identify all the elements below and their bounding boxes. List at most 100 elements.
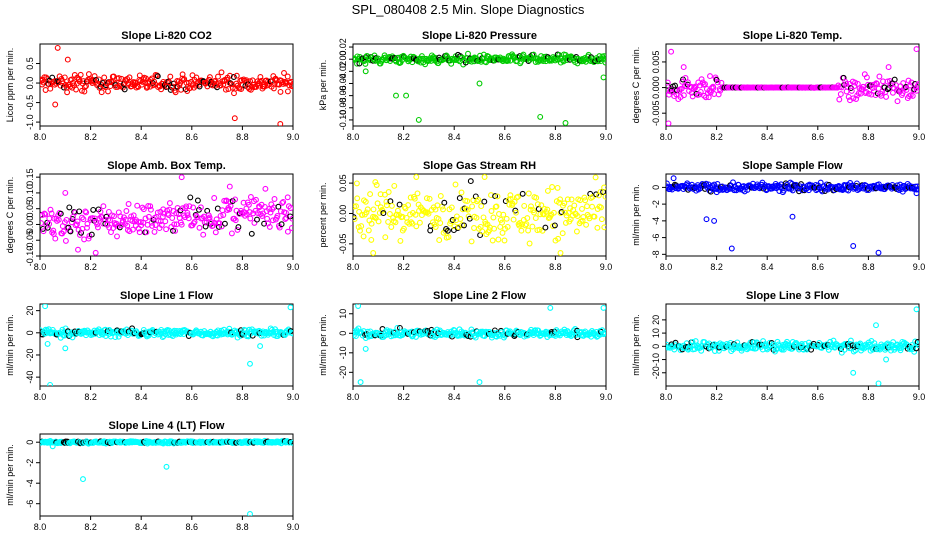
data-point [217, 212, 224, 219]
data-point [598, 204, 604, 211]
outlier-point [600, 74, 606, 81]
chart-title: Slope Amb. Box Temp. [107, 160, 226, 172]
data-point [184, 212, 191, 219]
y-tick-label: -4 [651, 217, 661, 225]
data-point [115, 75, 122, 82]
data-point [57, 210, 64, 217]
data-point [440, 206, 446, 213]
points [353, 50, 606, 126]
data-point [392, 219, 399, 226]
chart-panel-7: Slope Line 1 Flow 8.0 8.2 8.4 8.6 8.8 9.0 -40 -2… [5, 290, 299, 402]
data-point [602, 330, 606, 337]
data-point [121, 86, 128, 93]
y-tick-label: -8 [651, 250, 661, 258]
data-point [414, 190, 421, 197]
data-point [539, 227, 546, 234]
data-point [400, 225, 407, 232]
outlier-point [54, 44, 61, 51]
data-point [143, 229, 150, 236]
data-point [388, 224, 395, 230]
data-point [707, 73, 713, 80]
y-tick-label: -0.02 [338, 61, 348, 82]
x-tick-label: 8.0 [660, 262, 673, 272]
data-point [130, 212, 137, 219]
data-point [362, 60, 369, 67]
data-point [68, 76, 75, 83]
x-tick-label: 8.4 [135, 522, 148, 532]
outlier-point [913, 46, 919, 53]
plot-frame [352, 303, 607, 387]
outlier-point [62, 345, 69, 352]
y-tick-label: 0.00 [338, 50, 348, 68]
data-point [63, 216, 70, 223]
data-point [284, 88, 291, 95]
data-point [145, 332, 152, 339]
outlier-point [537, 113, 544, 120]
data-point [591, 213, 598, 220]
data-point [411, 195, 418, 202]
data-point [507, 192, 514, 199]
data-point [524, 215, 531, 222]
outlier-point [728, 245, 735, 252]
data-point [873, 80, 880, 87]
data-point [519, 190, 526, 197]
data-point [412, 211, 419, 218]
data-point [394, 324, 401, 331]
outlier-point [562, 120, 569, 126]
chart-title: Slope Gas Stream RH [423, 160, 536, 172]
data-point [408, 219, 415, 226]
data-point [136, 72, 143, 79]
data-point [913, 87, 919, 94]
data-point [847, 337, 854, 344]
data-point [579, 217, 586, 224]
data-point [903, 86, 910, 93]
data-point [558, 209, 565, 215]
data-point [191, 218, 198, 225]
chart-title: Slope Li-820 CO2 [121, 30, 211, 42]
data-point [581, 194, 588, 201]
data-point [118, 75, 125, 82]
data-point [554, 184, 561, 191]
data-point [848, 87, 855, 94]
data-point [595, 192, 602, 199]
data-point [382, 234, 389, 241]
outlier-point [362, 345, 369, 352]
data-point [186, 203, 193, 210]
chart-panel-4: Slope Amb. Box Temp. 8.0 8.2 8.4 8.6 8.8 9.0 -0… [5, 160, 299, 272]
y-tick-label: 10 [651, 328, 661, 338]
data-point [194, 197, 201, 204]
data-point [211, 195, 218, 201]
x-tick-label: 8.0 [34, 522, 47, 532]
x-tick-label: 8.8 [236, 132, 249, 142]
data-point [367, 191, 374, 198]
x-tick-label: 8.8 [549, 132, 562, 142]
data-point [109, 79, 115, 86]
y-tick-label: 0.02 [338, 38, 348, 56]
x-tick-label: 8.6 [499, 392, 512, 402]
data-point [444, 227, 451, 234]
data-point [134, 202, 141, 209]
data-point [66, 204, 73, 211]
data-point [551, 222, 558, 229]
data-point [698, 76, 705, 83]
x-tick-label: 8.4 [761, 132, 774, 142]
data-point [452, 181, 459, 188]
outlier-point [42, 304, 49, 310]
data-point [289, 215, 293, 222]
data-point [353, 203, 359, 210]
data-point [232, 217, 239, 224]
y-tick-label: 0 [25, 440, 35, 445]
data-point [73, 221, 80, 228]
data-point [432, 224, 439, 230]
y-tick-label: -0.08 [338, 98, 348, 119]
data-point [531, 209, 537, 216]
y-tick-label: 10 [338, 309, 348, 319]
data-point [172, 227, 179, 234]
y-tick-label: -6 [651, 234, 661, 242]
page-title: SPL_080408 2.5 Min. Slope Diagnostics [351, 2, 585, 17]
outlier-point [875, 249, 882, 256]
data-point [416, 219, 423, 226]
points [353, 174, 606, 256]
data-point [714, 79, 721, 86]
chart-title: Slope Li-820 Pressure [422, 30, 537, 42]
